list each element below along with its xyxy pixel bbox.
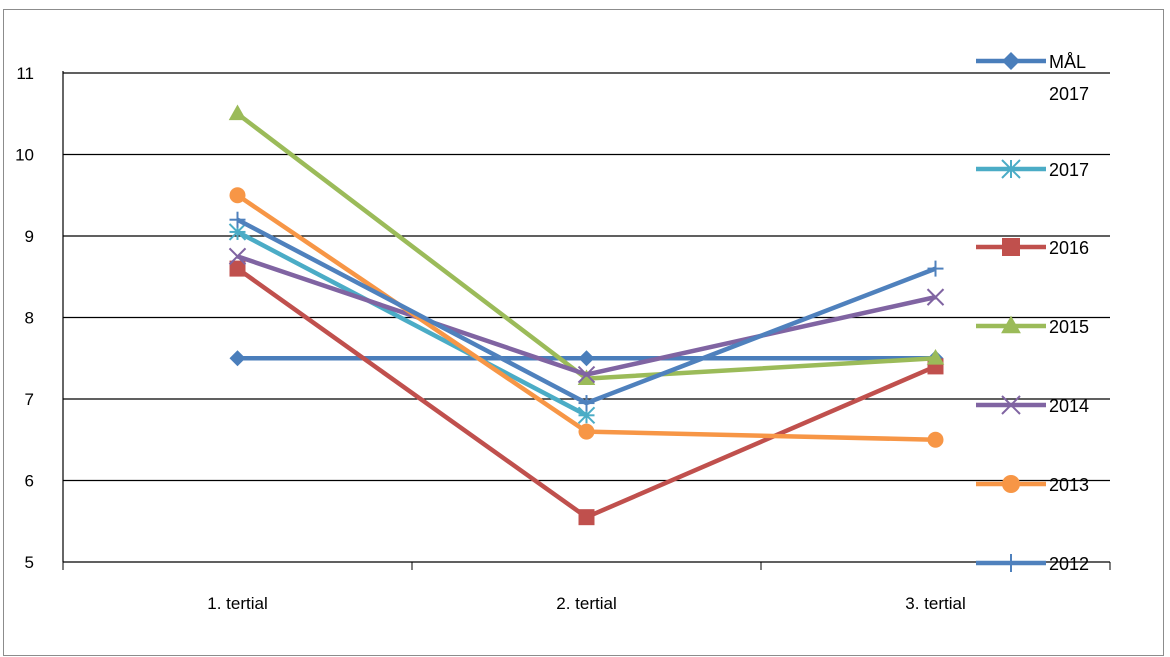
data-point [926,349,945,365]
data-point [578,423,595,440]
gridlines [63,72,1110,563]
series-line [236,229,588,418]
data-point [926,288,945,306]
series-6 [229,211,944,412]
x-axis: 1. tertial 2. tertial 3. tertial [62,71,1111,613]
data-point [228,247,247,266]
legend-label: 2017 [1049,84,1089,104]
y-tick-label: 7 [25,390,34,409]
series-1 [228,223,596,425]
data-point [229,350,246,367]
legend-label: 2012 [1049,554,1089,574]
data-point [578,395,595,412]
series-lines [228,104,945,526]
data-point [578,509,595,526]
legend-item-5: 2013 [976,475,1089,495]
legend-item-2: 2016 [976,238,1089,258]
legend-marker [1001,315,1021,334]
legend-item-4: 2014 [976,395,1089,416]
data-point [229,187,246,204]
y-tick-label: 8 [25,309,34,328]
series-5 [229,187,944,448]
legend: MÅL 2017 2017 2016 2015 2014 2013 2012 [976,52,1089,574]
legend-item-0: MÅL 2017 [976,52,1089,104]
data-point [229,211,246,228]
series-3 [228,104,945,386]
data-point [577,365,596,384]
series-2 [229,260,944,526]
y-tick-label: 5 [25,553,34,572]
legend-marker [1002,554,1020,572]
legend-item-3: 2015 [976,315,1089,337]
x-tick-label: 1. tertial [207,594,267,613]
legend-label: 2015 [1049,317,1089,337]
data-point [578,350,595,367]
y-tick-label: 10 [15,146,34,165]
legend-marker [1001,395,1021,415]
data-point [228,104,247,121]
legend-label: 2013 [1049,475,1089,495]
y-tick-label: 11 [16,64,34,83]
data-point [228,223,247,241]
legend-item-6: 2012 [976,554,1089,574]
series-line [236,111,936,381]
legend-marker [1002,475,1020,493]
data-point [577,369,596,386]
data-point [229,260,246,277]
legend-label: MÅL [1049,52,1086,72]
legend-label: 2017 [1049,160,1089,180]
data-point [927,260,944,277]
x-tick-label: 2. tertial [556,594,616,613]
series-line [236,266,937,520]
legend-marker [1002,238,1020,256]
legend-label: 2016 [1049,238,1089,258]
y-axis-tick-labels: 5 6 7 8 9 10 11 [15,64,34,572]
chart-frame [3,9,1164,656]
series-4 [228,247,945,384]
legend-marker [1002,52,1020,70]
data-point [927,431,944,448]
legend-label: 2014 [1049,396,1089,416]
legend-marker [1001,159,1021,179]
x-tick-label: 3. tertial [905,594,965,613]
y-tick-label: 6 [25,472,34,491]
series-0 [229,350,944,367]
legend-item-1: 2017 [976,159,1089,180]
y-tick-label: 9 [25,227,34,246]
